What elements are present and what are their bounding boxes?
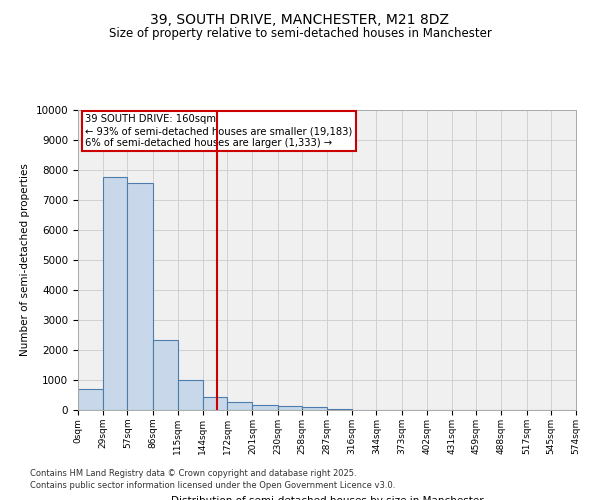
Bar — [253, 405, 278, 410]
Bar — [103, 178, 127, 410]
Bar — [152, 340, 178, 410]
Bar — [302, 407, 327, 410]
Bar — [127, 184, 152, 410]
Bar — [178, 380, 203, 410]
Text: Contains public sector information licensed under the Open Government Licence v3: Contains public sector information licen… — [30, 481, 395, 490]
Bar — [203, 396, 227, 410]
X-axis label: Distribution of semi-detached houses by size in Manchester: Distribution of semi-detached houses by … — [170, 496, 484, 500]
Text: Contains HM Land Registry data © Crown copyright and database right 2025.: Contains HM Land Registry data © Crown c… — [30, 468, 356, 477]
Bar — [227, 402, 253, 410]
Bar — [327, 409, 352, 410]
Text: 39, SOUTH DRIVE, MANCHESTER, M21 8DZ: 39, SOUTH DRIVE, MANCHESTER, M21 8DZ — [151, 12, 449, 26]
Text: 39 SOUTH DRIVE: 160sqm
← 93% of semi-detached houses are smaller (19,183)
6% of : 39 SOUTH DRIVE: 160sqm ← 93% of semi-det… — [85, 114, 353, 148]
Bar — [278, 406, 302, 410]
Bar — [78, 389, 103, 410]
Y-axis label: Number of semi-detached properties: Number of semi-detached properties — [20, 164, 30, 356]
Text: Size of property relative to semi-detached houses in Manchester: Size of property relative to semi-detach… — [109, 28, 491, 40]
